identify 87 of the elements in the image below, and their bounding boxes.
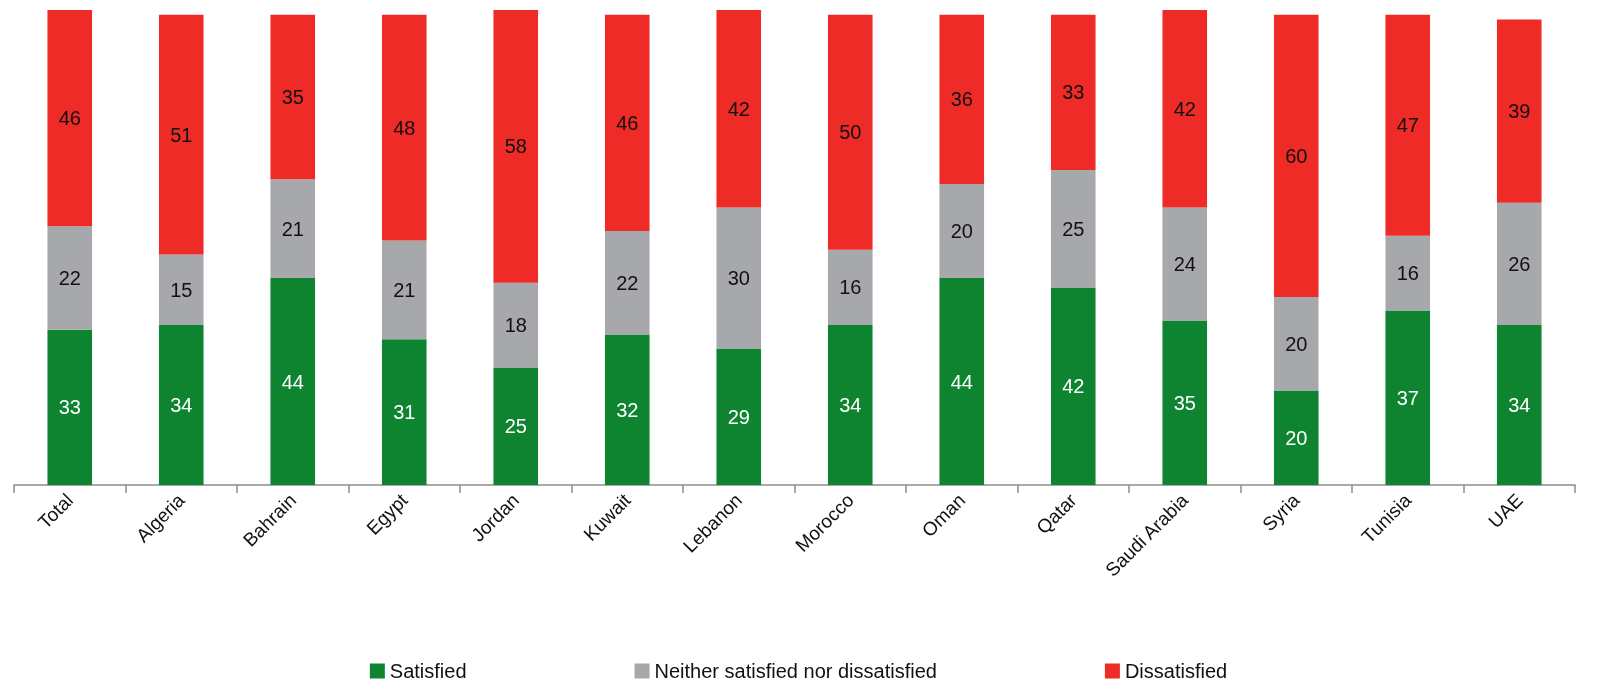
data-label: 37	[1396, 386, 1419, 409]
data-label: 32	[616, 398, 639, 421]
bar	[716, 207, 762, 349]
bar	[939, 278, 985, 485]
bar	[381, 240, 427, 340]
data-label: 47	[1396, 114, 1419, 137]
bar	[1496, 325, 1542, 485]
data-label: 22	[616, 271, 639, 294]
data-label: 29	[727, 405, 750, 428]
bar	[1273, 296, 1319, 391]
data-label: 20	[950, 220, 973, 243]
bar	[604, 334, 650, 485]
data-label: 15	[170, 278, 193, 301]
data-label: 42	[1062, 375, 1085, 398]
data-label: 44	[950, 370, 973, 393]
data-label: 16	[1396, 262, 1419, 285]
data-label: 46	[616, 111, 639, 134]
data-label: 35	[281, 86, 304, 108]
bar	[827, 14, 873, 250]
bar	[827, 249, 873, 326]
data-label: 44	[281, 370, 304, 393]
bar	[939, 184, 985, 279]
data-label: 34	[170, 394, 193, 417]
bar	[47, 329, 93, 485]
data-label: 33	[1062, 81, 1085, 104]
data-label: 48	[393, 116, 416, 139]
bar	[270, 14, 316, 180]
bar	[604, 231, 650, 335]
bar	[47, 10, 93, 227]
data-label: 35	[1173, 391, 1196, 414]
bar	[493, 10, 539, 283]
data-label: 51	[170, 123, 193, 146]
bar	[47, 226, 93, 330]
data-label: 20	[1285, 332, 1308, 355]
data-label: 50	[839, 121, 862, 144]
bar	[381, 14, 427, 241]
data-label: 21	[281, 217, 304, 240]
legend-label: Dissatisfied	[1124, 660, 1228, 682]
bar	[604, 14, 650, 232]
data-label: 25	[504, 415, 527, 438]
bar	[1385, 310, 1431, 485]
bar	[381, 339, 427, 485]
data-label: 31	[393, 401, 416, 424]
data-label: 42	[727, 97, 750, 120]
data-label: 58	[504, 135, 527, 158]
legend-label: Satisfied	[389, 660, 467, 682]
bar	[1496, 19, 1542, 203]
data-label: 34	[839, 394, 862, 417]
bar	[1050, 169, 1096, 288]
data-label: 24	[1173, 252, 1196, 275]
bar	[716, 10, 762, 208]
data-label: 30	[727, 267, 750, 290]
data-label: 60	[1285, 144, 1308, 167]
bar	[1273, 390, 1319, 485]
bar	[158, 325, 204, 485]
bar	[1050, 287, 1096, 485]
data-label: 16	[839, 276, 862, 299]
bar	[493, 282, 539, 368]
bar	[827, 325, 873, 485]
bar	[1050, 14, 1096, 170]
bar	[1162, 10, 1208, 208]
bar	[158, 14, 204, 255]
data-label: 39	[1508, 100, 1531, 123]
data-label: 20	[1285, 426, 1308, 449]
bar	[1162, 320, 1208, 485]
bar	[716, 348, 762, 485]
data-label: 21	[393, 278, 416, 301]
bar	[939, 14, 985, 185]
data-label: 36	[950, 88, 973, 111]
data-label: 18	[504, 314, 527, 337]
bar	[1162, 207, 1208, 321]
data-label: 22	[58, 267, 81, 290]
legend-label: Neither satisfied nor dissatisfied	[654, 660, 937, 682]
data-label: 46	[58, 107, 81, 130]
bar	[1385, 235, 1431, 311]
bar	[270, 179, 316, 279]
bar	[493, 367, 539, 485]
data-label: 34	[1508, 394, 1531, 417]
data-label: 25	[1062, 217, 1085, 240]
data-label: 26	[1508, 252, 1531, 275]
bar	[270, 278, 316, 485]
bar	[1385, 14, 1431, 236]
bar	[1273, 14, 1319, 297]
bar	[158, 254, 204, 326]
data-label: 33	[58, 396, 81, 419]
data-label: 42	[1173, 97, 1196, 120]
bar	[1496, 202, 1542, 326]
